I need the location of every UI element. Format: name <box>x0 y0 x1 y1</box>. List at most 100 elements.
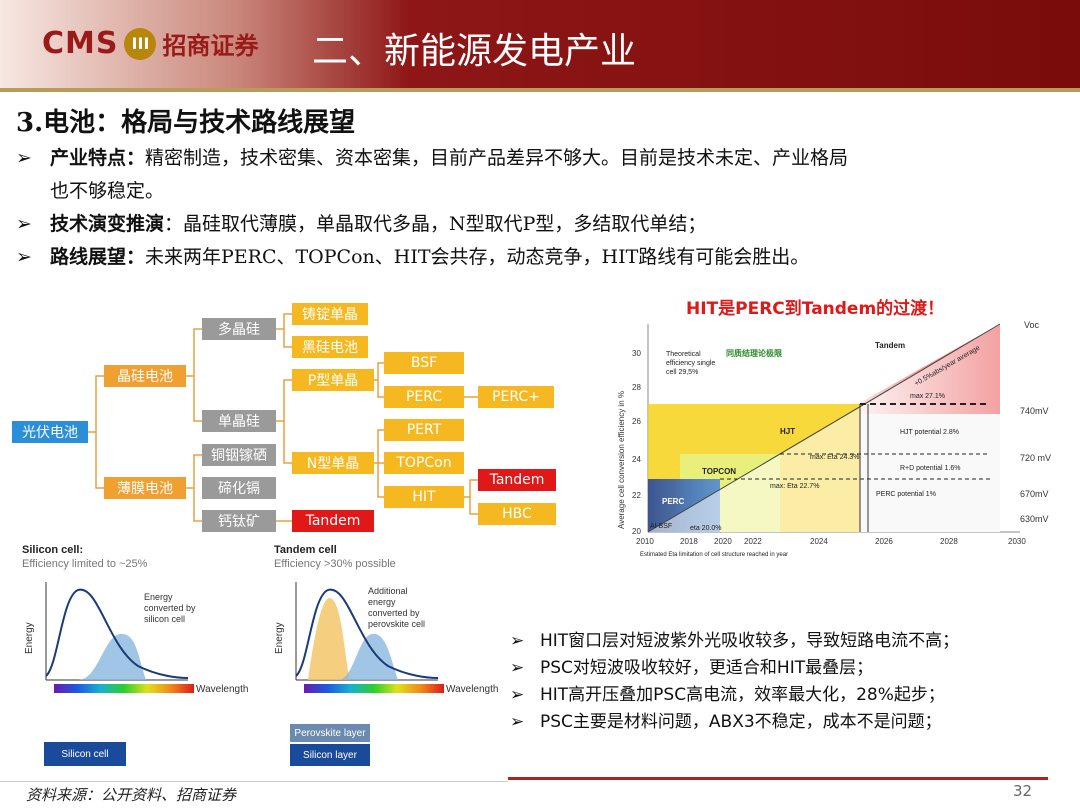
region-perc: PERC <box>662 497 684 506</box>
logo: CMS III 招商证券 <box>42 26 258 61</box>
node-perovskite: 钙钛矿 <box>202 510 276 532</box>
node-hbc: HBC <box>478 503 556 525</box>
node-tandem-2: Tandem <box>292 510 374 532</box>
ytick: 30 <box>632 349 641 358</box>
arrow-icon: ➢ <box>16 246 32 268</box>
heterojunction-label: 同质结理论极限 <box>726 348 782 358</box>
tandem-subtitle: Efficiency >30% possible <box>274 558 396 570</box>
hit-roadmap-svg: HIT是PERC到Tandem的过渡！ 30 28 26 24 22 20 20… <box>617 298 1051 558</box>
logo-cms-text: CMS <box>42 26 119 61</box>
node-n-type: N型单晶 <box>292 452 374 474</box>
footer-divider-red <box>508 777 1048 780</box>
voc-value: 670mV <box>1020 489 1049 499</box>
note-text: PSC对短波吸收较好，更适合和HIT最叠层； <box>540 658 874 678</box>
xtick: 2010 <box>636 537 654 546</box>
bullet-item: ➢ 路线展望：未来两年PERC、TOPCon、HIT会共存，动态竞争，HIT路线… <box>16 241 1066 274</box>
section-title: 3.电池：格局与技术路线展望 <box>16 108 356 138</box>
annotation: PERC potential 1% <box>876 491 936 498</box>
silicon-cell-layer: Silicon cell <box>44 742 126 766</box>
silicon-title: Silicon cell: <box>22 544 84 556</box>
slide-title: 二、新能源发电产业 <box>312 31 637 72</box>
region-al-bsf: Al-BSF <box>650 523 672 530</box>
annotation: max: Eta 22.7% <box>770 483 819 490</box>
voc-value: 720 mV <box>1020 453 1051 463</box>
xtick: 2024 <box>810 537 828 546</box>
region-hjt: HJT <box>780 427 795 436</box>
xtick: 2028 <box>940 537 958 546</box>
note-item: ➢ PSC对短波吸收较好，更适合和HIT最叠层； <box>510 655 1070 682</box>
node-perc-plus: PERC+ <box>478 386 554 408</box>
arrow-icon: ➢ <box>510 685 525 705</box>
node-pv-cell: 光伏电池 <box>12 421 88 443</box>
header-bar <box>0 0 1080 92</box>
note-item: ➢ PSC主要是材料问题，ABX3不稳定，成本不是问题； <box>510 709 1070 736</box>
node-cigs: 铜铟镓硒 <box>202 444 276 466</box>
bullet-label: 技术演变推演 <box>50 213 165 235</box>
annotation: HJT potential 2.8% <box>900 429 959 436</box>
silicon-note: Energy converted by silicon cell <box>144 592 198 624</box>
silicon-spectrum-bar <box>54 684 194 693</box>
footnote: Estimated Eta limitation of cell structu… <box>640 552 788 558</box>
annotation: R+D potential 1.6% <box>900 465 961 472</box>
hit-headline: HIT是PERC到Tandem的过渡！ <box>686 298 944 319</box>
region-topcon: TOPCON <box>702 467 736 476</box>
xtick: 2030 <box>1008 537 1026 546</box>
bullet-text: ：晶硅取代薄膜，单晶取代多晶，N型取代P型，多结取代单结； <box>164 213 707 235</box>
bullet-label: 产业特点： <box>50 147 146 169</box>
logo-mark-icon: III <box>124 27 157 60</box>
header-divider <box>0 88 1080 92</box>
node-polysilicon: 多晶硅 <box>202 318 276 340</box>
note-item: ➢ HIT高开压叠加PSC高电流，效率最大化，28%起步； <box>510 682 1070 709</box>
ytick: 20 <box>632 527 641 536</box>
tree-connectors <box>88 313 478 522</box>
node-bsf: BSF <box>384 352 464 374</box>
region-tandem: Tandem <box>875 341 905 350</box>
tandem-spectrum: Energy Wavelength Additional energy conv… <box>274 582 498 695</box>
xtick: 2020 <box>714 537 732 546</box>
bullet-text: 精密制造，技术密集、资本密集，目前产品差异不够大。目前是技术未定、产业格局 <box>145 147 849 169</box>
bullet-continuation: 也不够稳定。 <box>50 180 165 202</box>
node-cdte: 碲化镉 <box>202 477 276 499</box>
arrow-icon: ➢ <box>16 213 32 235</box>
bullet-list: ➢ 产业特点：精密制造，技术密集、资本密集，目前产品差异不够大。目前是技术未定、… <box>16 142 1066 274</box>
node-pert: PERT <box>384 419 464 441</box>
node-p-type: P型单晶 <box>292 369 374 391</box>
silicon-layer: Silicon layer <box>290 744 370 766</box>
voc-value: 740mV <box>1020 406 1049 416</box>
tech-tree-diagram: 光伏电池 晶硅电池 薄膜电池 多晶硅 单晶硅 铸锭单晶 黑硅电池 P型单晶 N型… <box>10 296 570 536</box>
xtick: 2022 <box>744 537 762 546</box>
ytick: 28 <box>632 383 641 392</box>
wavelength-axis-label: Wavelength <box>446 684 498 695</box>
ytick: 22 <box>632 491 641 500</box>
tandem-spectrum-bar <box>304 684 444 693</box>
silicon-spectrum: Energy Wavelength Energy converted by si… <box>24 582 248 695</box>
hit-roadmap-figure: HIT是PERC到Tandem的过渡！ 30 28 26 24 22 20 20… <box>610 294 1060 576</box>
tandem-note: Additional energy converted by perovskit… <box>368 586 425 629</box>
bullet-text: 未来两年PERC、TOPCon、HIT会共存，动态竞争，HIT路线有可能会胜出。 <box>145 246 810 268</box>
energy-axis-label: Energy <box>274 622 285 654</box>
wavelength-axis-label: Wavelength <box>196 684 248 695</box>
arrow-icon: ➢ <box>16 147 32 169</box>
node-topcon: TOPCon <box>384 452 464 474</box>
note-item: ➢ HIT窗口层对短波紫外光吸收较多，导致短路电流不高； <box>510 628 1070 655</box>
voc-value: 630mV <box>1020 514 1049 524</box>
source-note: 资料来源：公开资料、招商证券 <box>26 786 237 804</box>
arrow-icon: ➢ <box>510 631 525 651</box>
arrow-icon: ➢ <box>510 658 525 678</box>
voc-label: Voc <box>1024 320 1040 330</box>
node-ingot-mono: 铸锭单晶 <box>292 303 368 325</box>
annotation: max 27.1% <box>910 393 945 400</box>
logo-company-name: 招商证券 <box>162 32 259 60</box>
node-monosilicon: 单晶硅 <box>202 410 276 432</box>
node-tandem: Tandem <box>478 469 556 491</box>
xtick: 2018 <box>680 537 698 546</box>
note-text: PSC主要是材料问题，ABX3不稳定，成本不是问题； <box>540 712 942 732</box>
node-hit: HIT <box>384 486 464 508</box>
energy-axis-label: Energy <box>24 622 35 654</box>
bullet-item: ➢ 产业特点：精密制造，技术密集、资本密集，目前产品差异不够大。目前是技术未定、… <box>16 142 1066 175</box>
note-text: HIT高开压叠加PSC高电流，效率最大化，28%起步； <box>540 685 945 705</box>
silicon-subtitle: Efficiency limited to ~25% <box>22 558 148 570</box>
ytick: 24 <box>632 455 641 464</box>
footer-divider-grey <box>0 781 508 782</box>
page-number: 32 <box>1013 782 1033 800</box>
